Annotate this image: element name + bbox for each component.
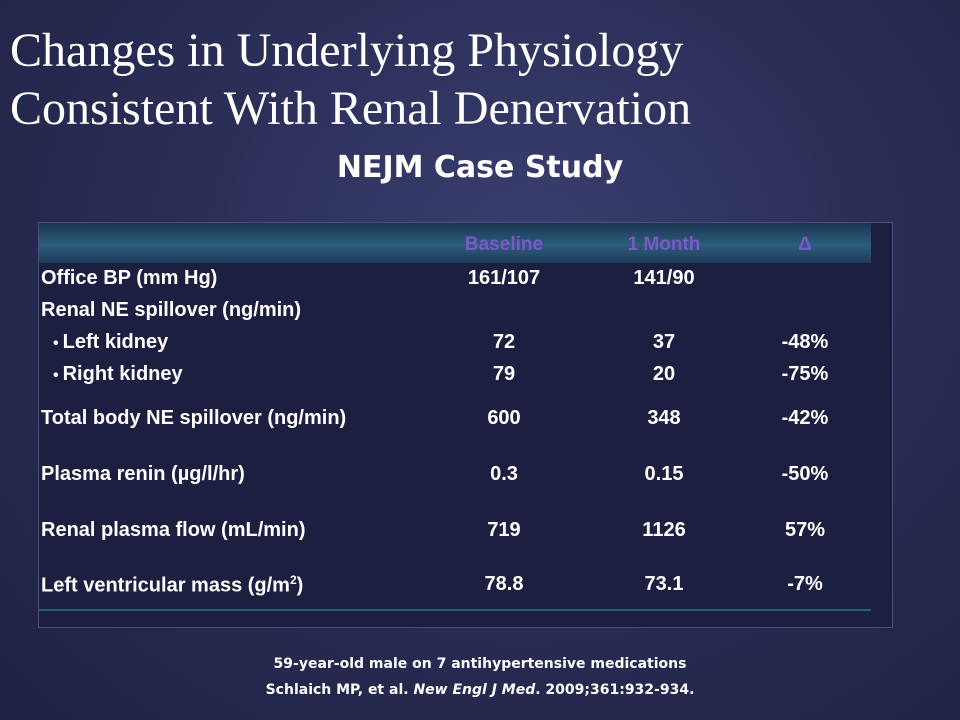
cell-baseline: 78.8 bbox=[484, 573, 524, 595]
cell-1-month: 0.15 bbox=[644, 463, 684, 485]
slide-title: Changes in Underlying Physiology Consist… bbox=[10, 22, 910, 138]
header-1-month: 1 Month bbox=[627, 234, 701, 255]
slide-title-line1: Changes in Underlying Physiology bbox=[10, 24, 684, 77]
table-bottom-rule bbox=[39, 609, 871, 611]
cell-1-month: 141/90 bbox=[633, 267, 695, 289]
cell-baseline: 72 bbox=[492, 331, 516, 353]
table-row-lv-mass: Left ventricular mass (g/m2) 78.8 73.1 -… bbox=[39, 573, 892, 603]
row-label: Office BP (mm Hg) bbox=[41, 267, 218, 289]
row-label: Plasma renin (µg/l/hr) bbox=[41, 463, 245, 485]
cell-baseline: 600 bbox=[487, 407, 521, 429]
cell-delta: -42% bbox=[781, 407, 829, 429]
row-label: Total body NE spillover (ng/min) bbox=[41, 407, 347, 429]
cell-delta: -50% bbox=[781, 463, 829, 485]
cell-delta: -75% bbox=[781, 363, 829, 385]
slide-subtitle: NEJM Case Study bbox=[336, 150, 624, 185]
bullet-icon: • bbox=[53, 367, 59, 384]
table-row-renal-plasma-flow: Renal plasma flow (mL/min) 719 1126 57% bbox=[39, 519, 892, 549]
header-baseline: Baseline bbox=[464, 234, 544, 255]
cell-baseline: 161/107 bbox=[467, 267, 541, 289]
table-row-total-body-ne: Total body NE spillover (ng/min) 600 348… bbox=[39, 407, 892, 437]
cell-1-month: 20 bbox=[652, 363, 676, 385]
cell-1-month: 37 bbox=[652, 331, 676, 353]
cell-delta: -48% bbox=[781, 331, 829, 353]
table-row-left-kidney: • Left kidney 72 37 -48% bbox=[39, 331, 892, 361]
table-row-plasma-renin: Plasma renin (µg/l/hr) 0.3 0.15 -50% bbox=[39, 463, 892, 493]
row-label: Renal NE spillover (ng/min) bbox=[41, 299, 302, 321]
cell-1-month: 348 bbox=[647, 407, 681, 429]
row-label: Left ventricular mass (g/m2) bbox=[41, 573, 304, 597]
row-label: • Right kidney bbox=[53, 363, 183, 385]
cell-delta: -7% bbox=[787, 573, 823, 595]
cell-baseline: 719 bbox=[487, 519, 521, 541]
cell-baseline: 79 bbox=[492, 363, 516, 385]
table-header-row: Baseline 1 Month Δ bbox=[39, 223, 871, 263]
table-row-renal-ne-spillover: Renal NE spillover (ng/min) bbox=[39, 299, 892, 329]
row-label: Renal plasma flow (mL/min) bbox=[41, 519, 306, 541]
cell-1-month: 73.1 bbox=[644, 573, 684, 595]
table-row-right-kidney: • Right kidney 79 20 -75% bbox=[39, 363, 892, 393]
header-delta: Δ bbox=[798, 234, 812, 255]
footer-citation: Schlaich MP, et al. New Engl J Med. 2009… bbox=[265, 682, 695, 698]
cell-1-month: 1126 bbox=[642, 519, 686, 541]
bullet-icon: • bbox=[53, 335, 59, 352]
row-label: • Left kidney bbox=[53, 331, 169, 353]
slide-title-line2: Consistent With Renal Denervation bbox=[10, 82, 692, 135]
cell-baseline: 0.3 bbox=[490, 463, 518, 485]
cell-delta: 57% bbox=[784, 519, 826, 541]
data-table: Baseline 1 Month Δ Office BP (mm Hg) 161… bbox=[38, 222, 893, 628]
table-row-office-bp: Office BP (mm Hg) 161/107 141/90 bbox=[39, 267, 892, 297]
footer-patient-note: 59-year-old male on 7 antihypertensive m… bbox=[273, 656, 687, 672]
